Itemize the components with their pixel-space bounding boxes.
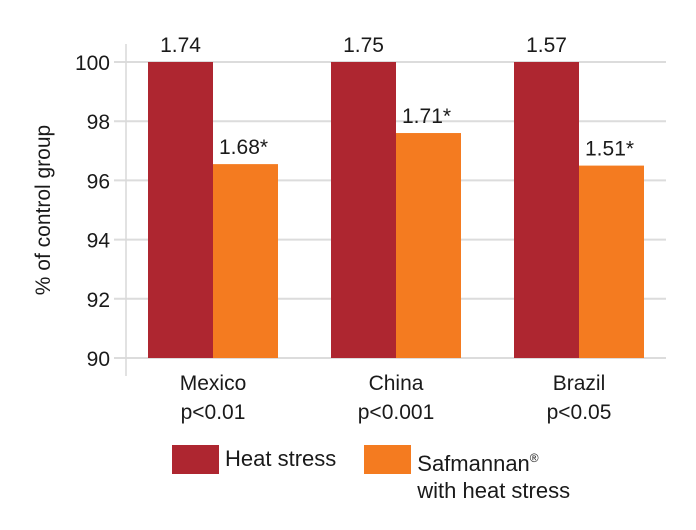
y-tick-label: 100 <box>75 52 110 75</box>
y-tick-label: 96 <box>87 170 110 193</box>
data-label: 1.75 <box>343 34 384 57</box>
category-label: China <box>369 372 424 395</box>
y-tick-label: 90 <box>87 348 110 371</box>
legend-swatch-heat-stress <box>172 445 219 474</box>
registered-mark: ® <box>529 451 539 465</box>
p-value-label: p<0.05 <box>547 401 612 424</box>
bar-mexico-safmannan <box>213 164 278 358</box>
p-value-label: p<0.01 <box>181 401 246 424</box>
data-label: 1.68* <box>219 136 268 159</box>
y-tick-label: 98 <box>87 111 110 134</box>
bar-brazil-heat-stress <box>514 62 579 358</box>
legend-item-safmannan: Safmannan® with heat stress <box>364 445 570 504</box>
category-labels: Mexico p<0.01 China p<0.001 Brazil p<0.05 <box>180 372 612 424</box>
bar-brazil-safmannan <box>579 165 644 358</box>
legend-item-heat-stress: Heat stress <box>172 445 336 504</box>
data-label: 1.74 <box>160 34 201 57</box>
legend-swatch-safmannan <box>364 445 412 474</box>
data-labels: 1.74 1.68* 1.75 1.71* 1.57 1.51* <box>160 34 634 161</box>
bar-china-safmannan <box>396 133 461 358</box>
bar-chart: 90 92 94 96 98 100 % of control group 1.74 1.6… <box>32 34 666 424</box>
y-tick-labels: 90 92 94 96 98 100 <box>75 52 110 371</box>
y-tick-label: 94 <box>87 230 111 253</box>
category-label: Brazil <box>553 372 606 395</box>
legend: Heat stress Safmannan® with heat stress <box>172 445 570 504</box>
bars <box>148 62 644 358</box>
legend-label-safmannan: Safmannan <box>417 451 530 476</box>
p-value-label: p<0.001 <box>358 401 435 424</box>
data-label: 1.51* <box>585 138 634 161</box>
category-label: Mexico <box>180 372 247 395</box>
legend-label-safmannan-line2: with heat stress <box>417 478 571 503</box>
bar-china-heat-stress <box>331 62 396 358</box>
data-label: 1.71* <box>402 105 451 128</box>
y-tick-label: 92 <box>87 289 110 312</box>
data-label: 1.57 <box>526 34 567 57</box>
legend-label-heat-stress: Heat stress <box>225 446 337 471</box>
bar-mexico-heat-stress <box>148 62 213 358</box>
y-axis-label: % of control group <box>32 125 55 295</box>
